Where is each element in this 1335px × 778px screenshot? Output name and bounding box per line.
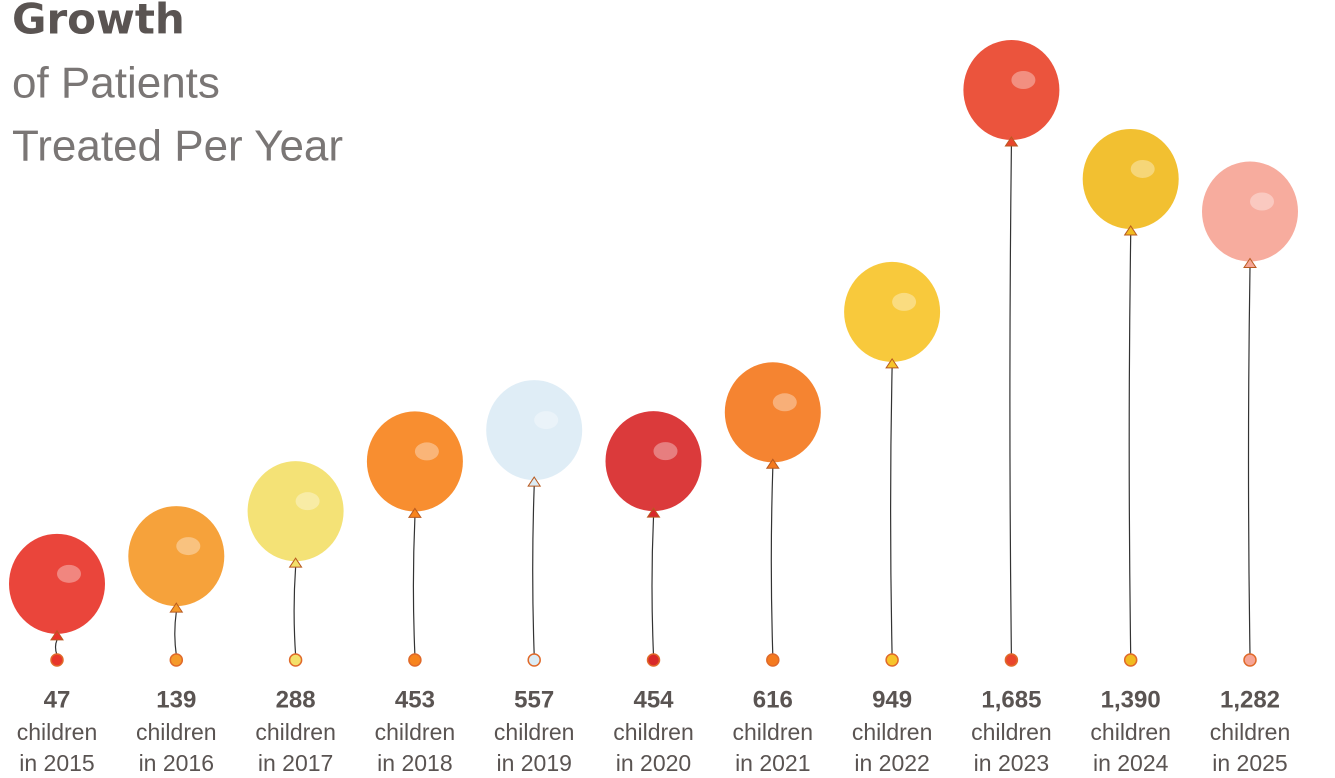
unit-label: children bbox=[613, 719, 694, 745]
chart-subtitle: of Patients bbox=[12, 59, 220, 108]
balloon-highlight bbox=[654, 442, 678, 460]
category-label: in 2024 bbox=[1093, 750, 1169, 776]
balloon-string bbox=[1010, 146, 1012, 655]
category-label: in 2022 bbox=[854, 750, 929, 776]
balloon-string bbox=[652, 517, 654, 655]
value-label: 557 bbox=[514, 686, 554, 713]
string-knot bbox=[1125, 654, 1137, 666]
string-knot bbox=[528, 654, 540, 666]
string-knot bbox=[648, 654, 660, 666]
category-label: in 2018 bbox=[377, 750, 452, 776]
balloon bbox=[1202, 161, 1298, 261]
unit-label: children bbox=[733, 719, 814, 745]
balloon-string bbox=[533, 486, 535, 655]
string-knot bbox=[886, 654, 898, 666]
category-label: in 2019 bbox=[496, 750, 571, 776]
value-label: 453 bbox=[395, 686, 435, 713]
chart-title: Growth bbox=[12, 0, 185, 44]
value-label: 288 bbox=[276, 686, 316, 713]
value-label: 1,282 bbox=[1220, 686, 1280, 713]
balloon bbox=[963, 40, 1059, 140]
string-knot bbox=[170, 654, 182, 666]
balloon-highlight bbox=[296, 492, 320, 510]
unit-label: children bbox=[255, 719, 336, 745]
string-knot bbox=[1244, 654, 1256, 666]
unit-label: children bbox=[136, 719, 217, 745]
value-label: 47 bbox=[44, 686, 71, 713]
value-label: 616 bbox=[753, 686, 793, 713]
balloon-highlight bbox=[1131, 160, 1155, 178]
category-label: in 2020 bbox=[616, 750, 691, 776]
balloon bbox=[1083, 129, 1179, 229]
balloon bbox=[486, 380, 582, 480]
unit-label: children bbox=[17, 719, 98, 745]
category-label: in 2025 bbox=[1212, 750, 1287, 776]
balloon-highlight bbox=[892, 293, 916, 311]
unit-label: children bbox=[971, 719, 1052, 745]
balloon bbox=[248, 461, 344, 561]
balloon bbox=[9, 534, 105, 634]
balloon-string bbox=[294, 567, 296, 655]
string-knot bbox=[767, 654, 779, 666]
chart: Growth of Patients Treated Per Year 47 ch… bbox=[0, 0, 1335, 778]
category-label: in 2015 bbox=[19, 750, 94, 776]
string-knot bbox=[51, 654, 63, 666]
value-label: 139 bbox=[156, 686, 196, 713]
string-knot bbox=[290, 654, 302, 666]
balloon-highlight bbox=[1250, 192, 1274, 210]
balloon bbox=[844, 262, 940, 362]
balloon-string bbox=[891, 368, 893, 655]
balloon-highlight bbox=[1011, 71, 1035, 89]
category-label: in 2023 bbox=[974, 750, 1049, 776]
value-label: 949 bbox=[872, 686, 912, 713]
unit-label: children bbox=[375, 719, 456, 745]
balloon-highlight bbox=[176, 537, 200, 555]
value-label: 1,390 bbox=[1101, 686, 1161, 713]
balloon-string bbox=[1129, 235, 1131, 655]
balloon-string bbox=[413, 517, 415, 655]
balloon-highlight bbox=[57, 565, 81, 583]
string-knot bbox=[409, 654, 421, 666]
balloon bbox=[725, 362, 821, 462]
balloon-string bbox=[771, 468, 773, 655]
chart-subtitle: Treated Per Year bbox=[12, 122, 343, 171]
category-label: in 2016 bbox=[139, 750, 214, 776]
category-label: in 2021 bbox=[735, 750, 810, 776]
balloon-highlight bbox=[415, 442, 439, 460]
balloon bbox=[606, 411, 702, 511]
unit-label: children bbox=[1090, 719, 1171, 745]
balloon-string bbox=[1249, 267, 1251, 655]
balloon-highlight bbox=[534, 411, 558, 429]
string-knot bbox=[1005, 654, 1017, 666]
balloon-string bbox=[56, 640, 58, 655]
balloon bbox=[128, 506, 224, 606]
balloon-string bbox=[175, 612, 177, 655]
unit-label: children bbox=[852, 719, 933, 745]
value-label: 1,685 bbox=[981, 686, 1041, 713]
balloon bbox=[367, 411, 463, 511]
category-label: in 2017 bbox=[258, 750, 333, 776]
unit-label: children bbox=[1210, 719, 1291, 745]
value-label: 454 bbox=[633, 686, 674, 713]
balloon-highlight bbox=[773, 393, 797, 411]
unit-label: children bbox=[494, 719, 575, 745]
